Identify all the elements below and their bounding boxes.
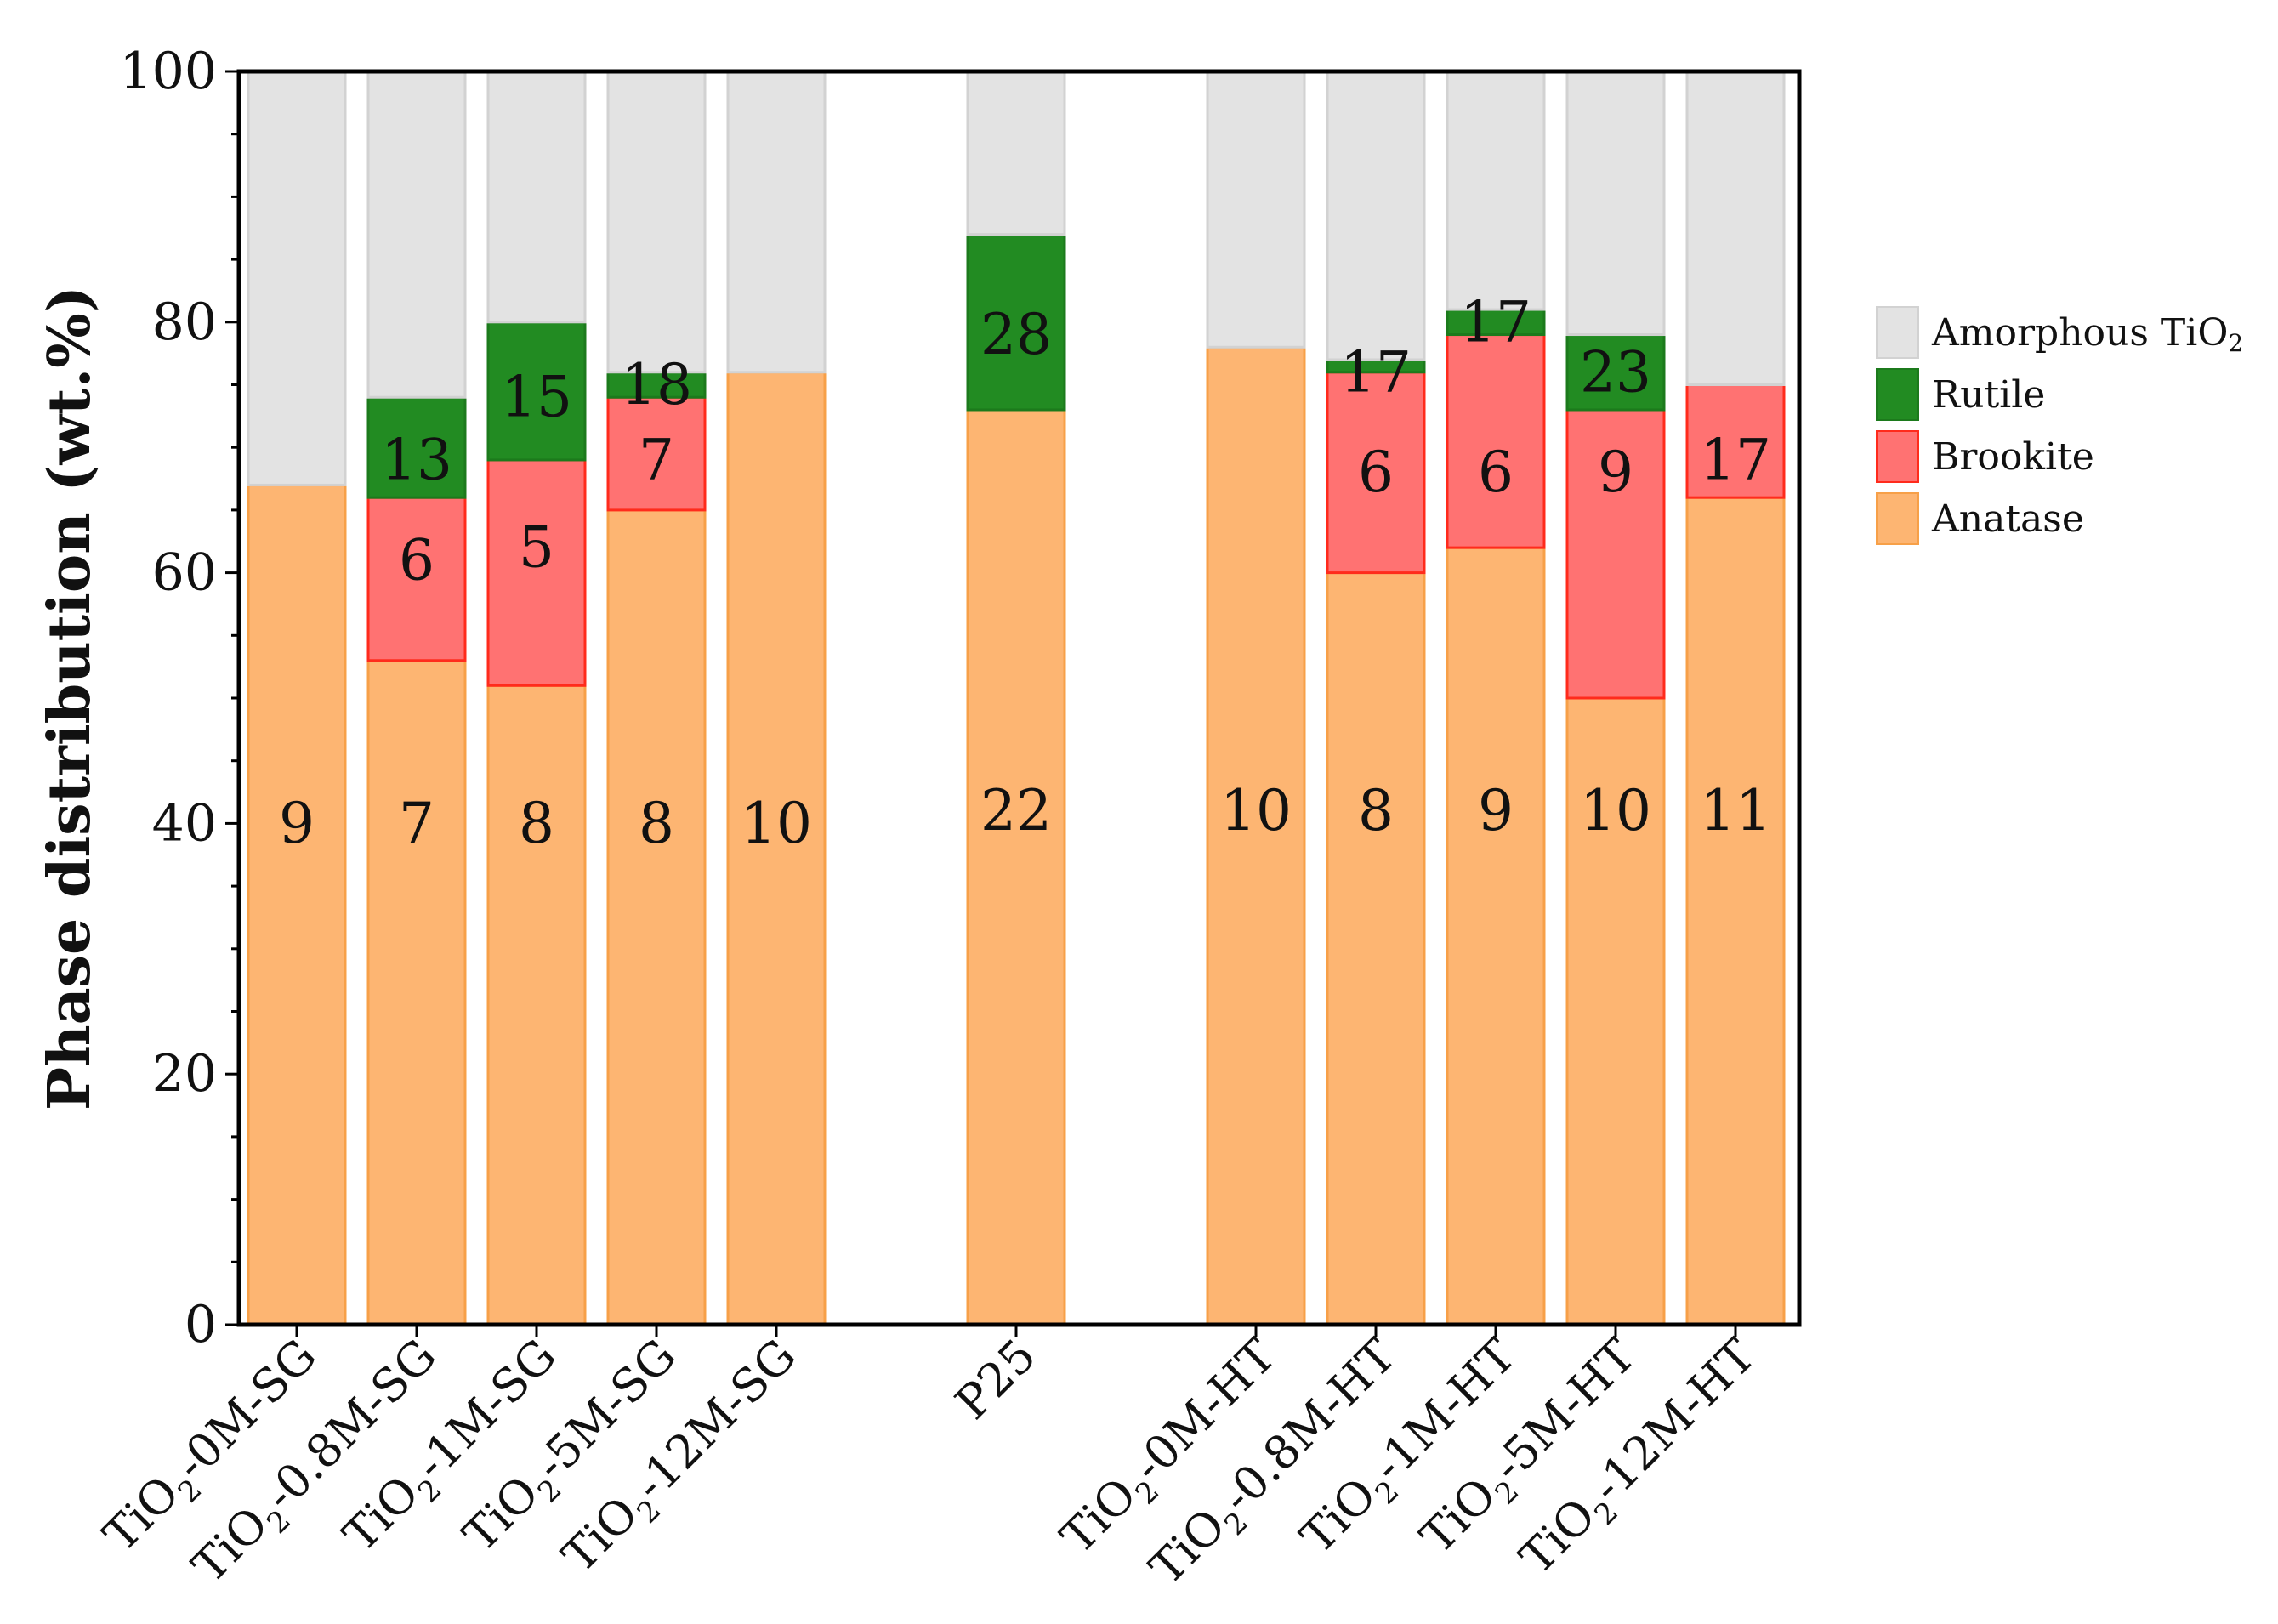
bar-rutile-1: [366, 395, 467, 499]
bar-amorphous-tio-8: [1446, 70, 1546, 311]
data-label-anatase-9: 10: [1580, 778, 1651, 843]
bars-layer: 9 7 6 13 8 5 15 8 7 18 10 22 28 10 8 6 17 9 6 17 10 9 23 11 17: [247, 70, 1786, 1326]
y-tick-label: 100: [119, 42, 217, 101]
bar-amorphous-tio-6: [1206, 70, 1306, 349]
bar-brookite-3: [606, 395, 707, 512]
bar-brookite-10: [1685, 383, 1786, 499]
data-label-anatase-2: 8: [519, 791, 554, 856]
bar-rutile-8: [1446, 308, 1546, 337]
bar-amorphous-tio-7: [1326, 70, 1426, 361]
bar-anatase-7: [1326, 571, 1426, 1326]
bar-anatase-8: [1446, 546, 1546, 1326]
x-tick-label-5: P25: [945, 1329, 1046, 1430]
data-label-rutile-5: 28: [980, 302, 1052, 367]
bar-anatase-2: [486, 684, 587, 1326]
legend-label-amorphous-tio: Amorphous TiO2: [1931, 311, 2243, 357]
bar-anatase-3: [606, 508, 707, 1326]
data-label-brookite-10: 17: [1700, 427, 1771, 492]
data-label-anatase-3: 8: [639, 791, 674, 856]
legend-swatch-rutile: [1876, 368, 1919, 421]
legend: Amorphous TiO2 Rutile Brookite Anatase: [1876, 306, 2243, 545]
bar-brookite-8: [1446, 333, 1546, 549]
data-label-anatase-10: 11: [1700, 778, 1771, 843]
data-label-anatase-6: 10: [1220, 778, 1292, 843]
y-tick-label: 40: [152, 793, 217, 853]
bar-rutile-9: [1565, 333, 1666, 412]
bar-anatase-5: [966, 408, 1066, 1326]
data-label-anatase-1: 7: [399, 791, 435, 856]
bar-amorphous-tio-4: [726, 70, 827, 374]
data-label-anatase-8: 9: [1478, 778, 1514, 843]
data-label-rutile-9: 23: [1580, 339, 1651, 405]
legend-swatch-amorphous-tio: [1876, 306, 1919, 359]
bar-rutile-5: [966, 233, 1066, 412]
data-label-anatase-7: 8: [1358, 778, 1394, 843]
y-tick-label: 60: [152, 543, 217, 603]
bar-anatase-10: [1685, 496, 1786, 1326]
data-label-rutile-7: 17: [1340, 339, 1412, 405]
bar-amorphous-tio-3: [606, 70, 707, 374]
data-label-brookite-2: 5: [519, 515, 554, 581]
bar-amorphous-tio-0: [247, 70, 347, 486]
data-label-rutile-1: 13: [381, 427, 452, 492]
data-label-anatase-4: 10: [741, 791, 812, 856]
bar-amorphous-tio-10: [1685, 70, 1786, 386]
bar-amorphous-tio-9: [1565, 70, 1666, 337]
x-axis: TiO2-0M-SGTiO2-0.8M-SGTiO2-1M-SGTiO2-5M-…: [93, 1325, 1765, 1595]
data-label-brookite-1: 6: [399, 527, 435, 593]
data-label-anatase-5: 22: [980, 778, 1052, 843]
data-label-rutile-8: 17: [1460, 289, 1531, 355]
data-label-brookite-8: 6: [1478, 440, 1514, 505]
y-tick-label: 20: [152, 1044, 217, 1104]
bar-brookite-7: [1326, 371, 1426, 575]
legend-label-anatase: Anatase: [1931, 497, 2084, 541]
legend-label-brookite: Brookite: [1932, 435, 2094, 479]
y-axis: 0 20 40 60 80 100: [119, 42, 239, 1354]
data-label-brookite-3: 7: [639, 427, 674, 492]
legend-label-rutile: Rutile: [1932, 373, 2045, 417]
bar-rutile-3: [606, 371, 707, 399]
y-tick-label: 0: [185, 1295, 217, 1354]
data-label-brookite-9: 9: [1598, 440, 1633, 505]
bar-amorphous-tio-5: [966, 70, 1066, 236]
y-tick-label: 80: [152, 292, 217, 352]
y-axis-title: Phase distribution (wt.%): [36, 286, 104, 1110]
data-label-anatase-0: 9: [279, 791, 315, 856]
bar-anatase-1: [366, 659, 467, 1326]
legend-swatch-brookite: [1876, 430, 1919, 483]
bar-rutile-2: [486, 321, 587, 462]
bar-brookite-1: [366, 496, 467, 662]
data-label-brookite-7: 6: [1358, 440, 1394, 505]
data-label-rutile-2: 15: [501, 365, 572, 430]
bar-amorphous-tio-2: [486, 70, 587, 324]
legend-swatch-anatase: [1876, 492, 1919, 545]
bar-anatase-9: [1565, 696, 1666, 1326]
bar-brookite-9: [1565, 408, 1666, 700]
data-label-rutile-3: 18: [621, 352, 692, 417]
bar-amorphous-tio-1: [366, 70, 467, 399]
bar-anatase-0: [247, 483, 347, 1326]
